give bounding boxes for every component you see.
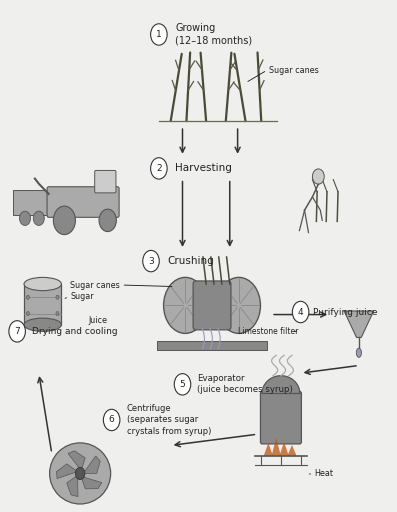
Text: 7: 7 <box>14 327 20 336</box>
Circle shape <box>217 278 260 333</box>
Polygon shape <box>264 443 273 456</box>
Circle shape <box>150 24 167 45</box>
Text: Centrifuge
(separates sugar
crystals from syrup): Centrifuge (separates sugar crystals fro… <box>127 404 211 436</box>
Text: 4: 4 <box>298 308 303 316</box>
Polygon shape <box>262 376 300 394</box>
Polygon shape <box>83 456 100 474</box>
Polygon shape <box>67 475 78 497</box>
Circle shape <box>143 250 159 272</box>
FancyBboxPatch shape <box>95 170 116 193</box>
Text: 1: 1 <box>156 30 162 39</box>
Circle shape <box>19 211 31 225</box>
Polygon shape <box>287 445 297 456</box>
Ellipse shape <box>24 278 62 291</box>
Text: Evaporator
(juice becomes syrup): Evaporator (juice becomes syrup) <box>197 374 293 394</box>
Circle shape <box>103 409 120 431</box>
Text: Limestone filter: Limestone filter <box>238 327 298 336</box>
Text: Sugar: Sugar <box>70 292 94 301</box>
Ellipse shape <box>24 318 62 331</box>
Circle shape <box>56 295 59 300</box>
Circle shape <box>99 209 116 231</box>
Circle shape <box>9 321 25 342</box>
Circle shape <box>26 295 29 300</box>
Text: Sugar canes: Sugar canes <box>70 281 119 289</box>
Circle shape <box>56 311 59 315</box>
Polygon shape <box>57 464 77 479</box>
Text: 6: 6 <box>109 415 114 424</box>
Circle shape <box>164 278 207 333</box>
Text: 2: 2 <box>156 164 162 173</box>
Ellipse shape <box>50 443 111 504</box>
Text: Heat: Heat <box>314 470 333 478</box>
Text: Drying and cooling: Drying and cooling <box>32 327 118 336</box>
FancyBboxPatch shape <box>24 284 62 325</box>
Circle shape <box>75 467 85 480</box>
Circle shape <box>33 211 44 225</box>
Text: Sugar canes: Sugar canes <box>269 66 319 75</box>
Text: Growing
(12–18 months): Growing (12–18 months) <box>175 23 252 46</box>
Polygon shape <box>279 442 289 456</box>
Text: Harvesting: Harvesting <box>175 163 232 174</box>
Circle shape <box>26 311 29 315</box>
Circle shape <box>53 206 75 234</box>
Text: 3: 3 <box>148 257 154 266</box>
FancyBboxPatch shape <box>47 187 119 217</box>
FancyBboxPatch shape <box>157 341 267 350</box>
FancyBboxPatch shape <box>13 190 47 215</box>
Polygon shape <box>68 451 85 471</box>
Polygon shape <box>344 311 374 337</box>
Circle shape <box>312 169 324 184</box>
FancyBboxPatch shape <box>193 281 231 330</box>
Ellipse shape <box>357 348 361 357</box>
Text: Crushing: Crushing <box>168 256 214 266</box>
Polygon shape <box>81 476 102 489</box>
Polygon shape <box>272 438 281 456</box>
Circle shape <box>174 374 191 395</box>
Circle shape <box>292 302 309 323</box>
Text: Purifying juice: Purifying juice <box>313 308 378 316</box>
Text: Juice: Juice <box>89 316 108 325</box>
Circle shape <box>150 158 167 179</box>
Text: 5: 5 <box>179 380 185 389</box>
FancyBboxPatch shape <box>260 392 301 444</box>
